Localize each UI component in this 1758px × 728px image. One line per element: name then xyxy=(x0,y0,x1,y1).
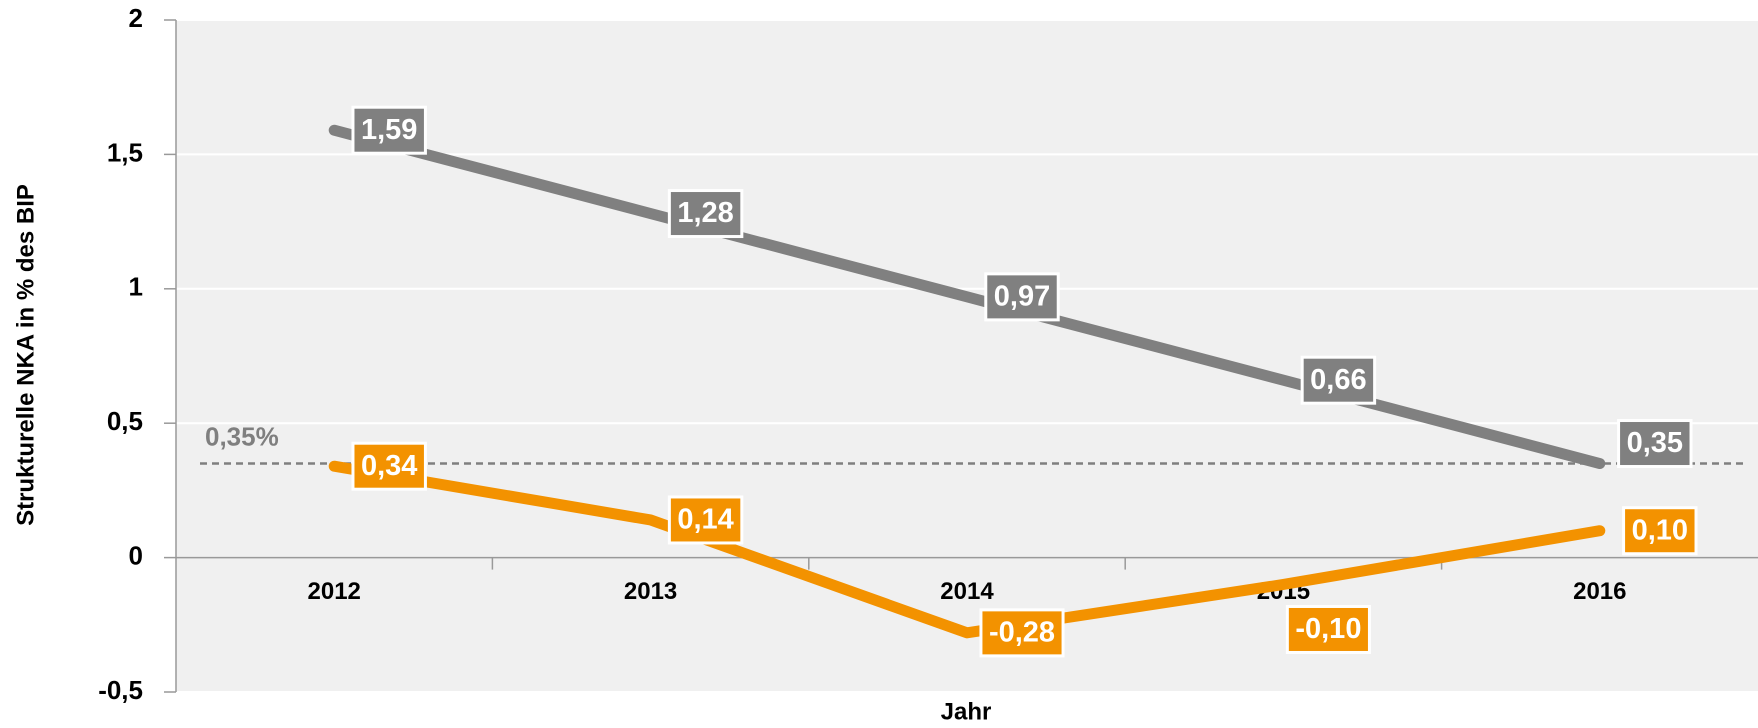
x-tick-label: 2013 xyxy=(624,578,677,605)
x-axis-title: Jahr xyxy=(941,698,992,725)
data-label: -0,10 xyxy=(1285,604,1371,654)
y-tick-label: 1,5 xyxy=(107,137,143,167)
y-tick-label: 2 xyxy=(129,3,143,33)
data-label-text: 0,35 xyxy=(1627,427,1683,459)
y-tick-label: -0,5 xyxy=(98,675,143,705)
plot-area xyxy=(176,20,1758,692)
data-label-box xyxy=(984,272,1060,322)
data-label-box xyxy=(979,608,1065,658)
data-label-text: 0,10 xyxy=(1632,514,1688,546)
data-label-text: 0,34 xyxy=(361,450,417,482)
data-label: 0,14 xyxy=(667,495,744,545)
data-label-box xyxy=(351,105,427,155)
reference-label: 0,35% xyxy=(205,421,279,451)
data-label-text: 0,66 xyxy=(1310,364,1366,396)
data-label: 0,66 xyxy=(1300,355,1377,405)
y-tick-label: 0,5 xyxy=(107,406,143,436)
data-label-box xyxy=(1617,419,1693,469)
data-label-text: 1,59 xyxy=(361,114,417,146)
x-tick-label: 2014 xyxy=(940,578,994,605)
y-axis-title: Strukturelle NKA in % des BIP xyxy=(12,184,39,526)
data-label: 0,35 xyxy=(1617,419,1693,469)
data-label-box xyxy=(1622,506,1698,556)
data-label: 0,97 xyxy=(984,272,1060,322)
data-label: 1,28 xyxy=(667,189,744,239)
data-label-box xyxy=(1285,604,1371,654)
data-label-box xyxy=(667,495,744,545)
y-tick-label: 0 xyxy=(129,540,143,570)
line xyxy=(328,124,1606,470)
data-label: -0,28 xyxy=(979,608,1065,658)
line xyxy=(328,460,1606,639)
data-label: 0,10 xyxy=(1622,506,1698,556)
data-label: 1,59 xyxy=(351,105,427,155)
y-tick-label: 1 xyxy=(129,272,143,302)
data-label-box xyxy=(351,441,427,491)
data-label-text: 1,28 xyxy=(677,197,733,229)
data-label-text: 0,97 xyxy=(994,281,1050,313)
data-label-box xyxy=(1300,355,1377,405)
data-label: 0,34 xyxy=(351,441,427,491)
x-tick-label: 2012 xyxy=(308,578,361,605)
data-label-text: 0,14 xyxy=(677,504,733,536)
data-label-text: -0,28 xyxy=(989,617,1055,649)
data-label-text: -0,10 xyxy=(1295,613,1361,645)
data-label-box xyxy=(667,189,744,239)
x-tick-label: 2016 xyxy=(1573,578,1626,605)
